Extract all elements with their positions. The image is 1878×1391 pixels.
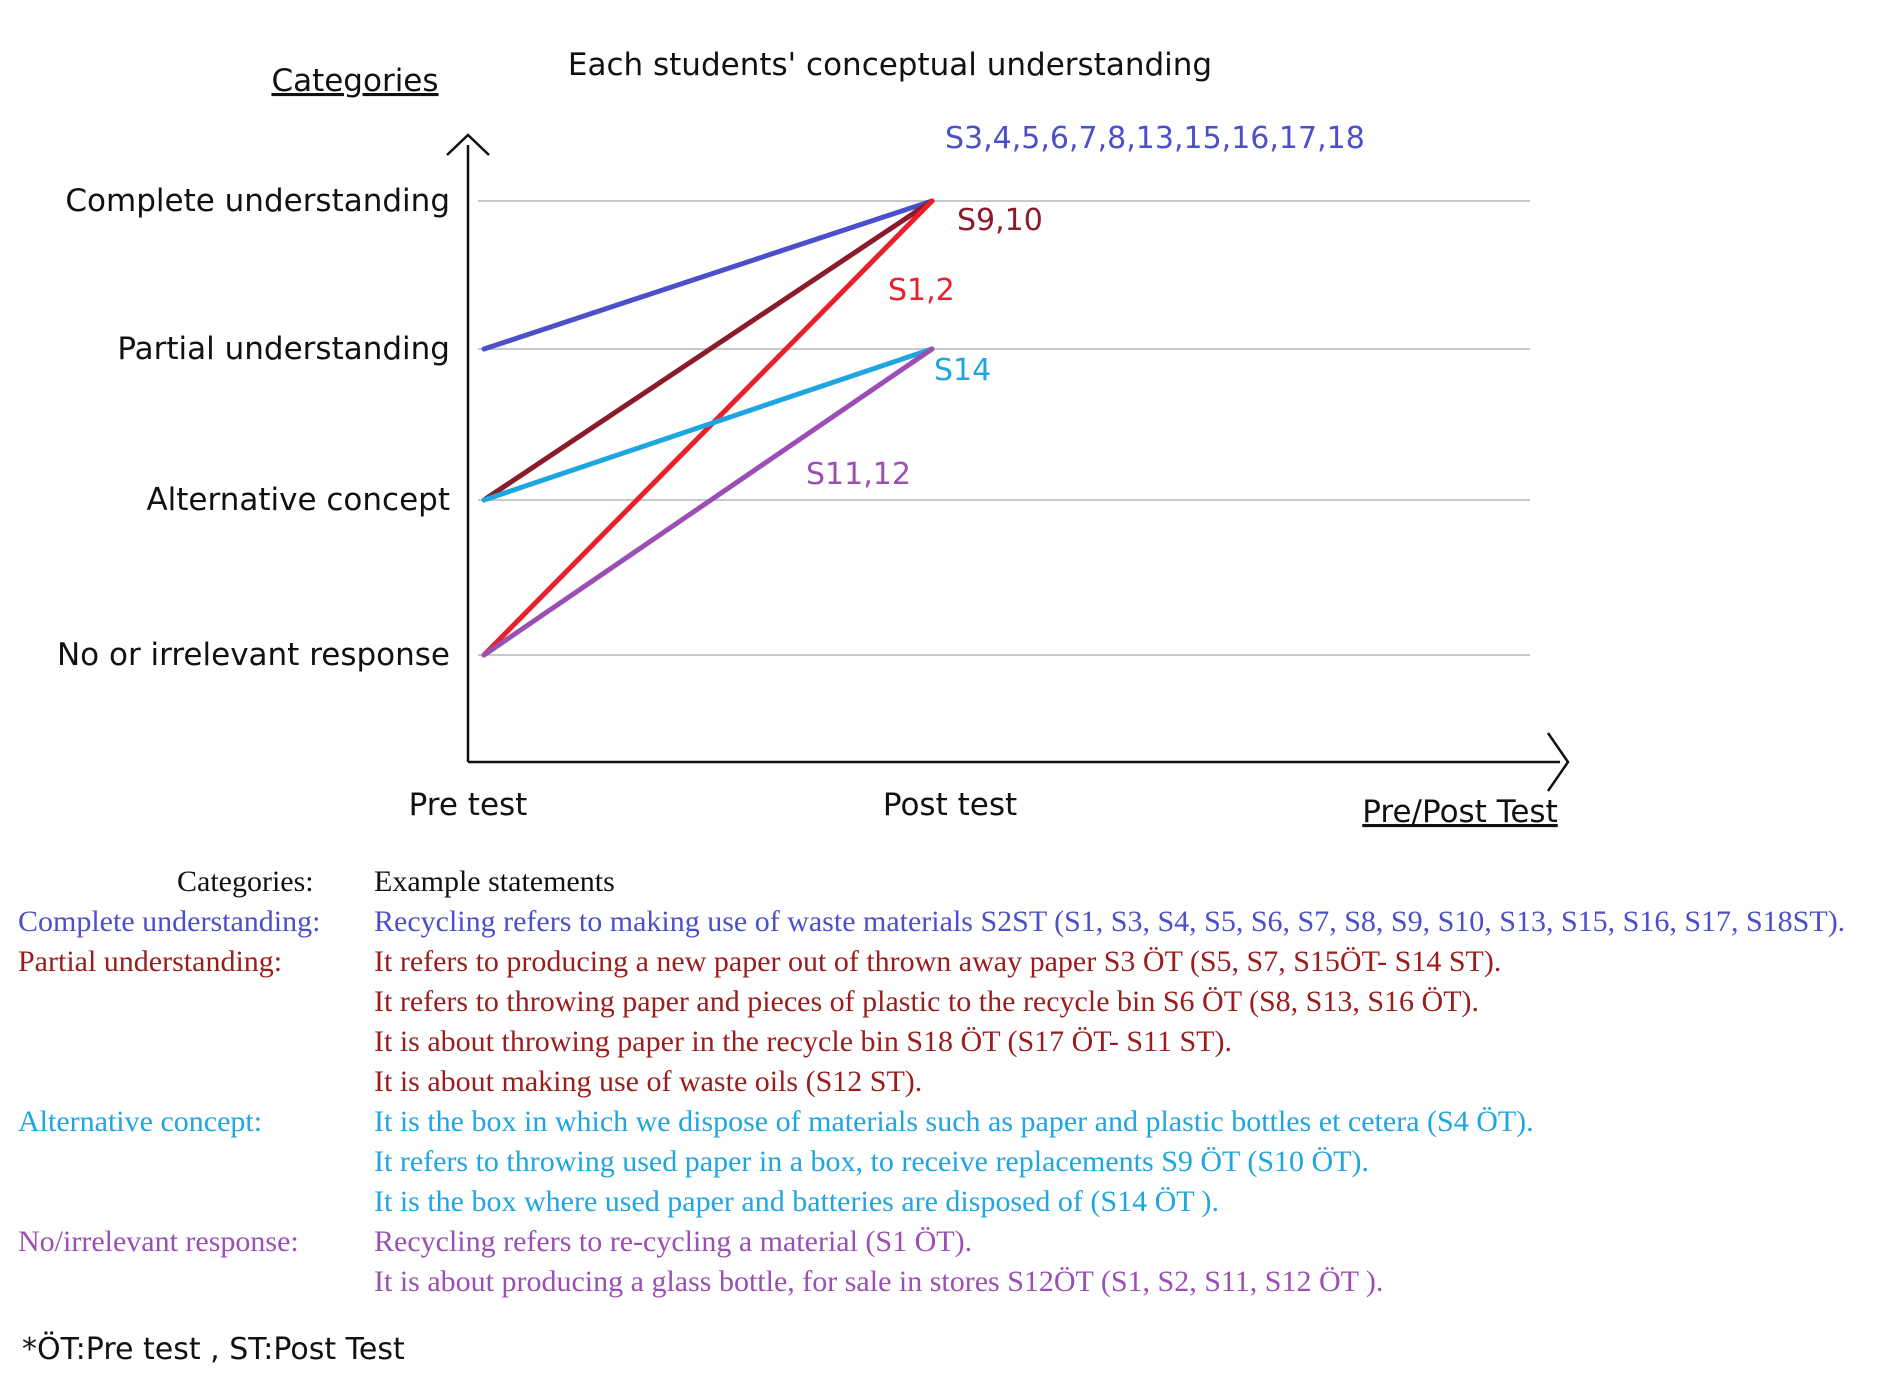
series-label: S14 — [934, 353, 991, 388]
y-axis-arrow — [446, 133, 490, 156]
legend-category: Alternative concept: — [18, 1105, 263, 1138]
series-line — [481, 346, 935, 503]
legend-row: It is about throwing paper in the recycl… — [18, 1022, 1868, 1062]
series-line — [481, 198, 935, 658]
y-tick-labels: No or irrelevant response Alternative con… — [57, 183, 450, 673]
legend-row: It is about producing a glass bottle, fo… — [18, 1262, 1868, 1302]
legend-rows: Complete understanding: Recycling refers … — [18, 902, 1868, 1302]
series-label: S1,2 — [888, 273, 955, 308]
series-label: S11,12 — [806, 457, 911, 492]
legend-statement: Recycling refers to making use of waste … — [374, 905, 1846, 938]
legend-row: It is about making use of waste oils (S1… — [18, 1062, 1868, 1102]
x-tick-label: Post test — [883, 787, 1017, 823]
gridlines — [478, 200, 1530, 656]
series-line — [481, 198, 935, 352]
series-lines — [481, 198, 935, 658]
legend-statement: It is about making use of waste oils (S1… — [374, 1065, 923, 1098]
legend-statement: It is about throwing paper in the recycl… — [374, 1025, 1232, 1058]
legend-header-category: Categories: — [177, 865, 314, 898]
legend-category: No/irrelevant response: — [18, 1225, 299, 1258]
y-tick-label: No or irrelevant response — [57, 637, 450, 673]
legend-row: Alternative concept: It is the box in whi… — [18, 1102, 1868, 1142]
y-tick-label: Alternative concept — [146, 482, 450, 518]
series-label: S3,4,5,6,7,8,13,15,16,17,18 — [945, 121, 1365, 156]
footnote: *ÖT:Pre test , ST:Post Test — [22, 1332, 405, 1367]
category-legend: Categories: Example statements Complete … — [18, 862, 1868, 1302]
legend-statement: It is the box in which we dispose of mat… — [374, 1105, 1534, 1138]
legend-statement: It refers to throwing used paper in a bo… — [374, 1145, 1369, 1178]
legend-row: No/irrelevant response: Recycling refers … — [18, 1222, 1868, 1262]
legend-row: It refers to throwing used paper in a bo… — [18, 1142, 1868, 1182]
legend-category: Partial understanding: — [18, 945, 283, 978]
legend-statement: It refers to producing a new paper out o… — [374, 945, 1502, 978]
x-axis-title: Pre/Post Test — [1362, 794, 1558, 830]
series-line — [481, 346, 935, 658]
legend-row: It is the box where used paper and batte… — [18, 1182, 1868, 1222]
legend-row: It refers to throwing paper and pieces o… — [18, 982, 1868, 1022]
chart-title: Each students' conceptual understanding — [568, 47, 1212, 83]
series-label: S9,10 — [957, 203, 1043, 238]
x-tick-labels: Pre test Post test — [409, 787, 1017, 823]
legend-statement: It refers to throwing paper and pieces o… — [374, 985, 1480, 1018]
y-axis-title: Categories — [271, 63, 438, 99]
legend-statement: It is about producing a glass bottle, fo… — [374, 1265, 1384, 1298]
y-tick-label: Complete understanding — [65, 183, 450, 219]
chart: Each students' conceptual understanding … — [57, 47, 1570, 830]
legend-header-statement: Example statements — [374, 865, 615, 898]
legend-header: Categories: Example statements — [18, 862, 1868, 902]
x-tick-label: Pre test — [409, 787, 528, 823]
legend-row: Partial understanding: It refers to produ… — [18, 942, 1868, 982]
x-axis-arrow — [1546, 732, 1570, 792]
legend-statement: It is the box where used paper and batte… — [374, 1185, 1220, 1218]
series-line — [481, 198, 935, 503]
legend-row: Complete understanding: Recycling refers … — [18, 902, 1868, 942]
legend-statement: Recycling refers to re-cycling a materia… — [374, 1225, 973, 1258]
y-tick-label: Partial understanding — [117, 331, 450, 367]
legend-category: Complete understanding: — [18, 905, 321, 938]
